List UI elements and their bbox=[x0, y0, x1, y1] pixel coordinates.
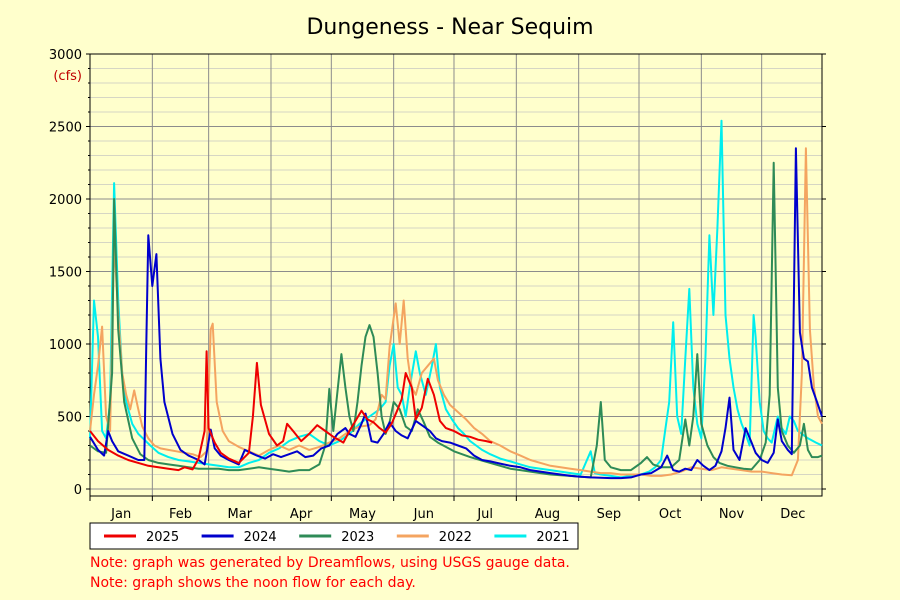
series-line-2025 bbox=[89, 350, 493, 472]
x-month-label: Jan bbox=[110, 507, 131, 522]
series-line-2022 bbox=[89, 147, 823, 477]
x-month-label: Aug bbox=[535, 507, 560, 522]
legend-label-2021: 2021 bbox=[536, 530, 569, 545]
y-tick-label: 2000 bbox=[49, 193, 82, 208]
y-tick-label: 500 bbox=[57, 411, 82, 426]
x-month-label: Feb bbox=[169, 507, 192, 522]
y-tick-label: 3000 bbox=[49, 48, 82, 63]
y-tick-label: 0 bbox=[74, 483, 82, 498]
legend-label-2024: 2024 bbox=[244, 530, 277, 545]
y-tick-label: 2500 bbox=[49, 121, 82, 136]
y-tick-label: 1000 bbox=[49, 338, 82, 353]
series-line-2023 bbox=[89, 161, 823, 479]
note-noon-flow: Note: graph shows the noon flow for each… bbox=[90, 575, 416, 591]
chart-title: Dungeness - Near Sequim bbox=[306, 15, 593, 40]
plot-frame bbox=[89, 53, 823, 497]
note-source: Note: graph was generated by Dreamflows,… bbox=[90, 555, 570, 571]
grid bbox=[90, 53, 822, 496]
series-group bbox=[89, 119, 823, 480]
x-month-label: Dec bbox=[780, 507, 805, 522]
x-month-label: Mar bbox=[228, 507, 253, 522]
y-tick-label: 1500 bbox=[49, 266, 82, 281]
legend-label-2025: 2025 bbox=[146, 530, 179, 545]
legend: 2025 2024 2023 2022 2021 bbox=[89, 522, 579, 550]
legend-label-2022: 2022 bbox=[439, 530, 472, 545]
x-month-label: Oct bbox=[659, 507, 681, 522]
plot-area bbox=[90, 54, 822, 496]
x-month-label: May bbox=[349, 507, 376, 522]
x-month-label: Jun bbox=[413, 507, 434, 522]
legend-label-2023: 2023 bbox=[341, 530, 374, 545]
x-month-label: Apr bbox=[290, 507, 313, 522]
x-month-label: Jul bbox=[476, 507, 493, 522]
axes: 0 500 1000 1500 2000 2500 3000 Jan Feb Mar Apr May J… bbox=[49, 48, 826, 522]
y-axis-unit-label: (cfs) bbox=[53, 69, 82, 84]
series-line-2021 bbox=[89, 119, 823, 479]
x-month-label: Nov bbox=[719, 507, 745, 522]
x-month-label: Sep bbox=[597, 507, 622, 522]
